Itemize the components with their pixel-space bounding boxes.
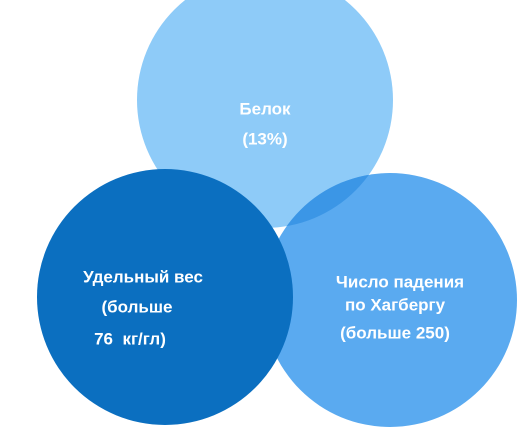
circle-falling-number	[263, 173, 517, 427]
node-label: (13%)	[242, 129, 287, 148]
circle-specific-weight	[37, 169, 293, 425]
node-label: по Хагбергу	[345, 295, 446, 314]
node-label: Белок	[239, 99, 291, 118]
node-label: 76 кг/гл)	[94, 329, 166, 348]
node-label: Удельный вес	[83, 267, 203, 286]
node-label: (больше	[102, 297, 173, 316]
node-label: Число падения	[336, 272, 464, 291]
node-label: (больше 250)	[340, 323, 450, 342]
circle-protein	[137, 0, 393, 228]
